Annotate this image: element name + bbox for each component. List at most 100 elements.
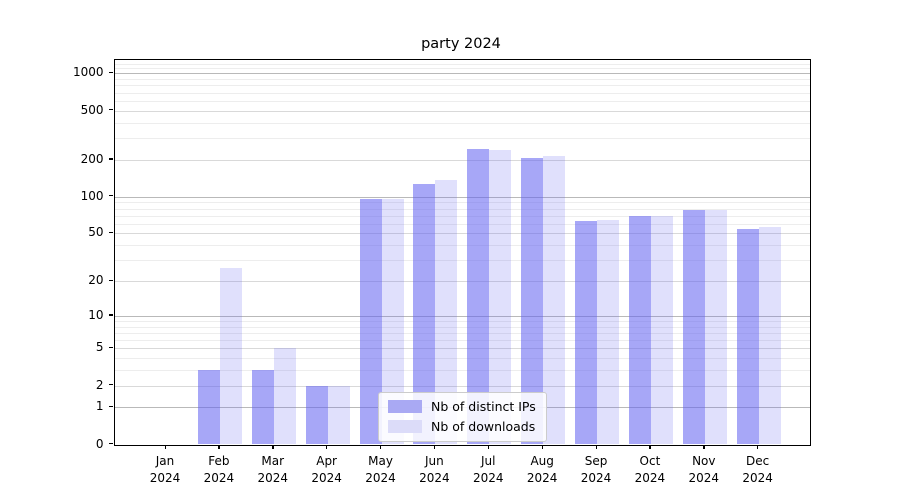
y-tick-label: 200 [80, 151, 104, 166]
y-tick-label: 10 [88, 307, 104, 322]
bar-ips-nov [682, 209, 705, 445]
y-tick-label: 50 [88, 225, 104, 240]
plot-area [113, 59, 811, 446]
y-tick-label: 0 [95, 436, 104, 451]
gridline-minor [114, 202, 810, 204]
gridline-major [114, 385, 810, 387]
x-tick-mark [272, 444, 274, 450]
bar-downloads-nov [704, 209, 727, 445]
legend-label-downloads: Nb of downloads [431, 419, 536, 434]
x-tick-label: Oct 2024 [634, 453, 666, 485]
y-tick-label: 2 [95, 377, 104, 392]
gridline-major [114, 73, 810, 75]
x-tick-label: Aug 2024 [526, 453, 558, 485]
bar-downloads-jun [435, 180, 458, 445]
gridline-major [114, 196, 810, 198]
y-tick-mark [108, 71, 113, 74]
gridline-minor [114, 332, 810, 334]
bar-downloads-feb [219, 267, 242, 445]
gridline-minor [114, 79, 810, 81]
bar-ips-feb [197, 370, 220, 445]
gridline-major [114, 110, 810, 112]
y-tick-label: 100 [80, 188, 104, 203]
y-tick-label: 5 [95, 340, 104, 355]
y-tick-mark [108, 346, 113, 349]
gridline-major [114, 315, 810, 317]
y-tick-mark [108, 279, 113, 281]
y-tick-label: 1000 [72, 65, 104, 80]
gridline-major [114, 233, 810, 235]
gridline-minor [114, 245, 810, 247]
x-tick-mark [649, 444, 651, 450]
legend-label-distinct-ips: Nb of distinct IPs [431, 399, 536, 414]
bar-ips-aug [521, 157, 544, 445]
x-tick-label: Jul 2024 [472, 453, 504, 485]
gridline-major [114, 159, 810, 161]
gridline-minor [114, 208, 810, 210]
bar-ips-apr [305, 385, 328, 445]
bar-ips-dec [736, 229, 759, 445]
y-tick-mark [108, 443, 113, 445]
bar-ips-oct [628, 215, 651, 445]
chart-title: party 2024 [421, 36, 501, 52]
x-tick-label: May 2024 [365, 453, 396, 485]
gridline-minor [114, 326, 810, 328]
x-tick-mark [595, 444, 597, 450]
gridline-minor [114, 340, 810, 341]
bar-ips-mar [251, 370, 274, 445]
x-tick-mark [757, 444, 759, 450]
bar-ips-jun [413, 183, 436, 445]
x-tick-label: Sep 2024 [580, 453, 612, 485]
y-tick-label: 20 [88, 273, 104, 287]
legend-item-downloads: Nb of downloads [388, 419, 536, 434]
bar-downloads-mar [273, 348, 296, 445]
y-tick-label: 1 [95, 399, 104, 414]
bar-downloads-jul [489, 149, 512, 445]
x-tick-mark [433, 444, 436, 450]
plot-canvas [114, 60, 810, 445]
bar-ips-sep [575, 221, 598, 445]
gridline-minor [114, 138, 810, 140]
y-tick-mark [108, 109, 113, 111]
bar-ips-jul [467, 148, 490, 445]
bar-downloads-may [381, 199, 404, 445]
gridline-minor [114, 370, 810, 372]
legend: Nb of distinct IPs Nb of downloads [378, 392, 547, 442]
gridline-minor [114, 100, 810, 102]
y-tick-mark [108, 405, 113, 408]
x-tick-label: Jan 2024 [149, 453, 181, 485]
y-tick-mark [108, 314, 113, 316]
gridline-minor [114, 223, 810, 225]
y-tick-label: 500 [80, 102, 104, 117]
gridline-major [114, 281, 810, 282]
gridline-minor [114, 122, 810, 124]
y-tick-mark [108, 195, 113, 197]
x-tick-label: Mar 2024 [257, 453, 289, 485]
x-tick-mark [487, 444, 490, 450]
bar-ips-may [359, 199, 382, 445]
gridline-minor [114, 92, 810, 94]
x-tick-mark [164, 444, 166, 450]
x-tick-label: Jun 2024 [419, 453, 450, 485]
x-tick-mark [703, 444, 705, 450]
x-tick-mark [380, 444, 382, 450]
x-tick-mark [218, 444, 220, 450]
gridline-minor [114, 85, 810, 87]
gridline-minor [114, 63, 810, 65]
bar-downloads-dec [758, 227, 781, 445]
x-tick-label: Apr 2024 [311, 453, 342, 485]
x-tick-mark [541, 444, 543, 450]
gridline-minor [114, 68, 810, 70]
bar-downloads-sep [597, 219, 620, 445]
gridline-major [114, 348, 810, 350]
bar-downloads-aug [543, 155, 566, 445]
y-tick-mark [108, 231, 113, 234]
legend-swatch-downloads [388, 420, 422, 433]
x-tick-label: Nov 2024 [688, 453, 720, 485]
x-tick-label: Feb 2024 [203, 453, 235, 485]
gridline-minor [114, 358, 810, 360]
y-tick-mark [108, 384, 113, 386]
bar-downloads-oct [650, 215, 673, 445]
gridline-minor [114, 320, 810, 322]
